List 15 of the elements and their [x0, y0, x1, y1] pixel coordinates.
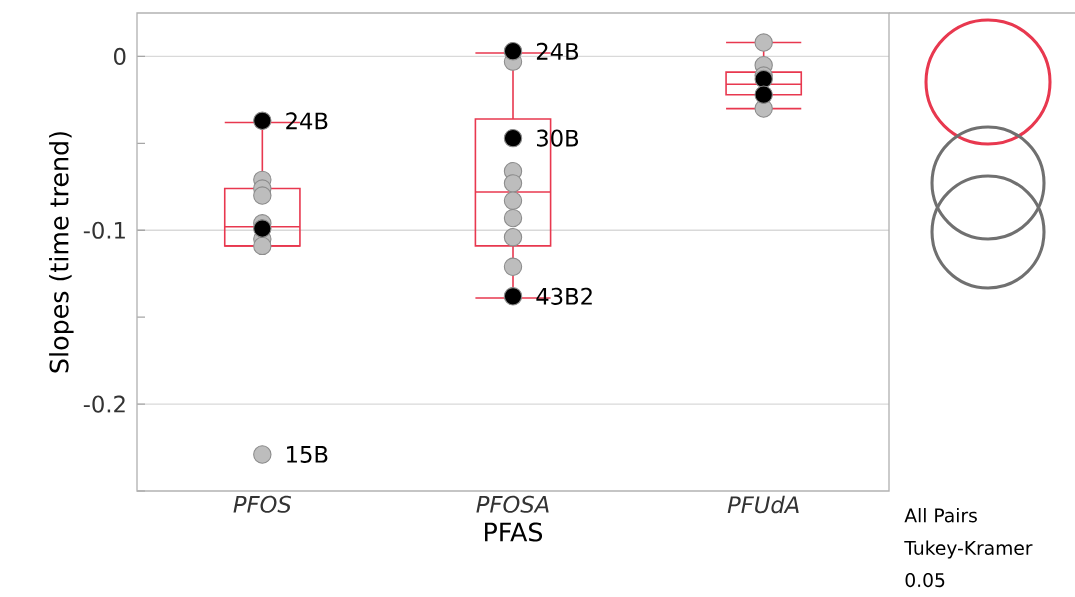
x-tick-label: PFUdA [727, 495, 799, 514]
annotation: 24B [536, 42, 579, 60]
x-tick-label: PFOS [233, 495, 292, 513]
annotation: 15B [287, 446, 328, 463]
y-tick-label: -0.1 [83, 221, 125, 239]
x-tick-label: PFOSA [476, 495, 549, 513]
x-axis-title: PFAS [485, 522, 543, 542]
text: 0.05 [905, 573, 945, 588]
y-tick-label: -0.2 [83, 395, 125, 413]
y-axis-title: Slopes (time trend) [49, 132, 74, 373]
text: All Pairs [904, 508, 977, 523]
y-tick-label: 0 [114, 47, 126, 66]
annotation: 43B2 [536, 287, 592, 305]
text: Tukey-Kramer [904, 540, 1033, 559]
annotation: 24B [286, 112, 328, 130]
